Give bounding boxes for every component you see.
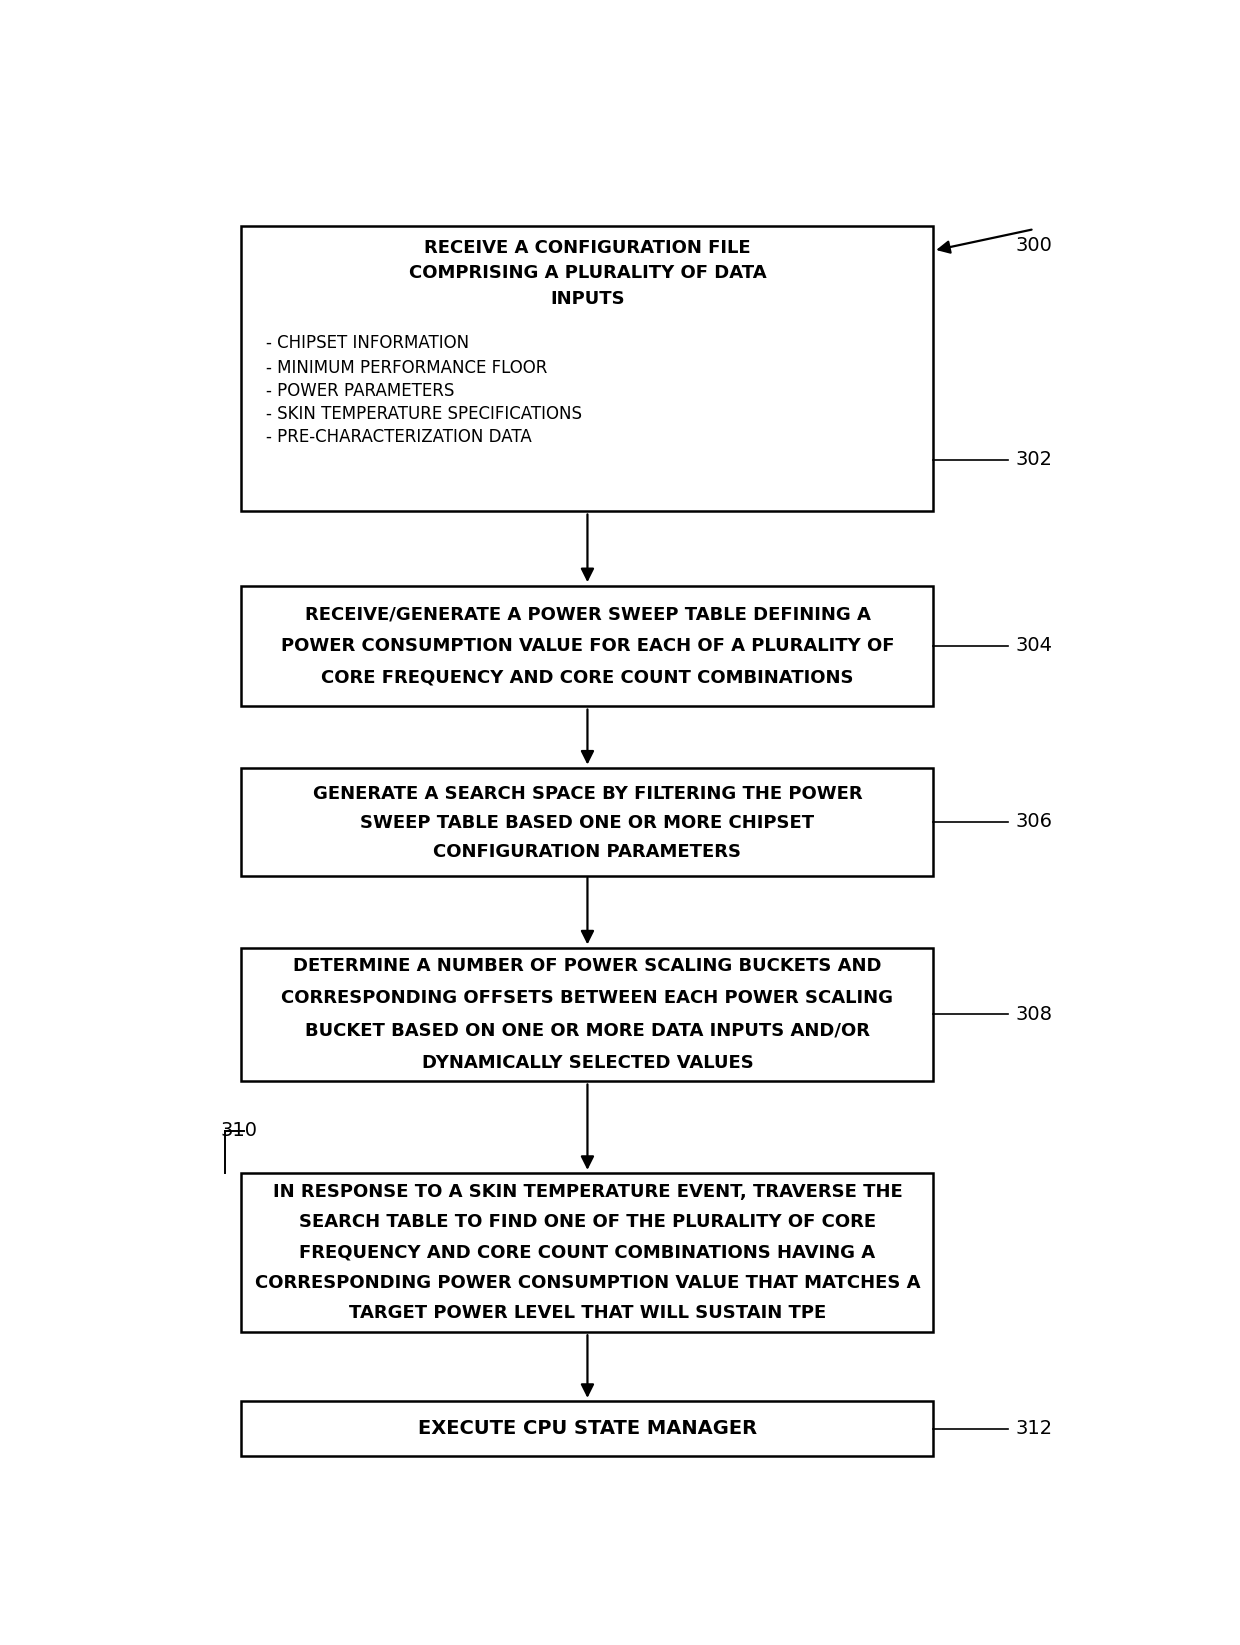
Text: 304: 304 [1016,637,1052,655]
Text: - POWER PARAMETERS: - POWER PARAMETERS [265,382,454,400]
Text: - MINIMUM PERFORMANCE FLOOR: - MINIMUM PERFORMANCE FLOOR [265,359,547,377]
Bar [242,225,934,512]
Text: SEARCH TABLE TO FIND ONE OF THE PLURALITY OF CORE: SEARCH TABLE TO FIND ONE OF THE PLURALIT… [299,1212,875,1230]
Text: CONFIGURATION PARAMETERS: CONFIGURATION PARAMETERS [434,844,742,862]
Text: CORRESPONDING OFFSETS BETWEEN EACH POWER SCALING: CORRESPONDING OFFSETS BETWEEN EACH POWER… [281,989,894,1007]
Bar [242,1402,934,1456]
Text: CORE FREQUENCY AND CORE COUNT COMBINATIONS: CORE FREQUENCY AND CORE COUNT COMBINATIO… [321,668,853,686]
Text: RECEIVE A CONFIGURATION FILE: RECEIVE A CONFIGURATION FILE [424,239,750,257]
Text: CORRESPONDING POWER CONSUMPTION VALUE THAT MATCHES A: CORRESPONDING POWER CONSUMPTION VALUE TH… [254,1273,920,1291]
Text: 312: 312 [1016,1420,1053,1438]
Text: COMPRISING A PLURALITY OF DATA: COMPRISING A PLURALITY OF DATA [409,265,766,283]
Text: SWEEP TABLE BASED ONE OR MORE CHIPSET: SWEEP TABLE BASED ONE OR MORE CHIPSET [361,814,815,832]
Text: IN RESPONSE TO A SKIN TEMPERATURE EVENT, TRAVERSE THE: IN RESPONSE TO A SKIN TEMPERATURE EVENT,… [273,1183,903,1201]
Bar [242,1173,934,1332]
Text: 302: 302 [1016,451,1052,469]
Text: EXECUTE CPU STATE MANAGER: EXECUTE CPU STATE MANAGER [418,1420,756,1438]
Text: INPUTS: INPUTS [551,290,625,308]
Text: POWER CONSUMPTION VALUE FOR EACH OF A PLURALITY OF: POWER CONSUMPTION VALUE FOR EACH OF A PL… [280,637,894,655]
Text: DETERMINE A NUMBER OF POWER SCALING BUCKETS AND: DETERMINE A NUMBER OF POWER SCALING BUCK… [293,957,882,975]
Text: 310: 310 [221,1122,258,1140]
Text: TARGET POWER LEVEL THAT WILL SUSTAIN TPE: TARGET POWER LEVEL THAT WILL SUSTAIN TPE [348,1304,826,1323]
Text: 308: 308 [1016,1005,1052,1023]
Text: BUCKET BASED ON ONE OR MORE DATA INPUTS AND/OR: BUCKET BASED ON ONE OR MORE DATA INPUTS … [305,1022,870,1040]
Bar [242,948,934,1081]
Bar [242,586,934,706]
Text: RECEIVE/GENERATE A POWER SWEEP TABLE DEFINING A: RECEIVE/GENERATE A POWER SWEEP TABLE DEF… [305,605,870,623]
Text: - CHIPSET INFORMATION: - CHIPSET INFORMATION [265,334,469,352]
Text: GENERATE A SEARCH SPACE BY FILTERING THE POWER: GENERATE A SEARCH SPACE BY FILTERING THE… [312,785,862,803]
Text: 300: 300 [1016,235,1052,255]
Text: - PRE-CHARACTERIZATION DATA: - PRE-CHARACTERIZATION DATA [265,428,531,446]
Text: DYNAMICALLY SELECTED VALUES: DYNAMICALLY SELECTED VALUES [422,1053,754,1071]
Bar [242,768,934,875]
Text: - SKIN TEMPERATURE SPECIFICATIONS: - SKIN TEMPERATURE SPECIFICATIONS [265,405,582,423]
Text: 306: 306 [1016,813,1052,831]
Text: FREQUENCY AND CORE COUNT COMBINATIONS HAVING A: FREQUENCY AND CORE COUNT COMBINATIONS HA… [299,1244,875,1262]
